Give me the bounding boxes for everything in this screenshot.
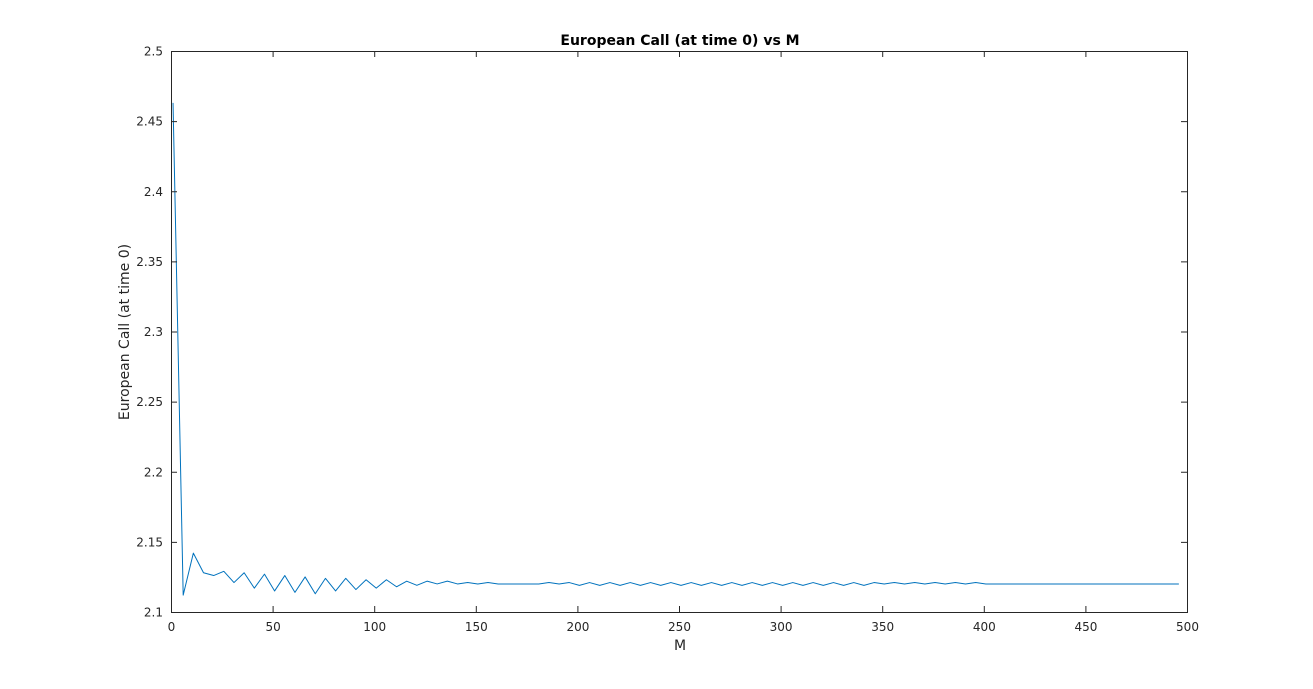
y-tick-label: 2.4 xyxy=(144,185,163,199)
y-tick-label: 2.35 xyxy=(136,255,163,269)
y-tick-label: 2.15 xyxy=(136,535,163,549)
y-tick-label: 2.25 xyxy=(136,395,163,409)
x-tick-label: 250 xyxy=(668,620,691,634)
y-tick-label: 2.3 xyxy=(144,325,163,339)
y-tick-label: 2.2 xyxy=(144,465,163,479)
x-tick-label: 400 xyxy=(973,620,996,634)
x-tick-label: 450 xyxy=(1074,620,1097,634)
ticks-layer: 0 50 100 150 200 250 300 350 400 450 500 2.1 2.15 2.2… xyxy=(136,45,1199,635)
x-tick-label: 300 xyxy=(770,620,793,634)
y-tick-label: 2.5 xyxy=(144,45,163,59)
x-tick-label: 50 xyxy=(265,620,280,634)
y-tick-label: 2.1 xyxy=(144,606,163,620)
y-tick-label: 2.45 xyxy=(136,115,163,129)
chart-title: European Call (at time 0) vs M xyxy=(560,33,799,49)
x-tick-label: 500 xyxy=(1176,620,1199,634)
x-tick-label: 150 xyxy=(465,620,488,634)
x-tick-label: 200 xyxy=(566,620,589,634)
x-tick-label: 350 xyxy=(871,620,894,634)
x-axis-label: M xyxy=(674,638,686,654)
plot-layer xyxy=(172,102,1179,596)
x-tick-label: 0 xyxy=(168,620,176,634)
series-line xyxy=(172,102,1179,596)
x-tick-label: 100 xyxy=(363,620,386,634)
y-axis-label: European Call (at time 0) xyxy=(117,244,133,420)
